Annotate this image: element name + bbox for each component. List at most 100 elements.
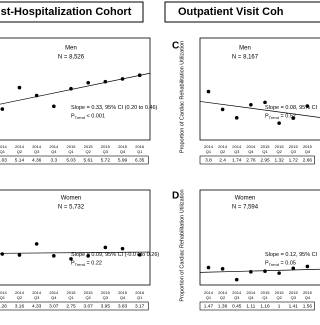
- slope-annotation: Slope = 0.33, 95% CI (0.20 to 0.46): [71, 105, 158, 111]
- point: [137, 73, 142, 78]
- x-tick-quarter: Q4: [248, 149, 254, 154]
- point: [206, 265, 211, 270]
- x-tick-quarter: Q3: [34, 295, 40, 300]
- x-tick-quarter: Q1: [68, 295, 74, 300]
- p-sub: Trend: [75, 262, 85, 267]
- point: [0, 252, 5, 256]
- p-rest: = 0.22: [85, 261, 102, 267]
- p-main: P: [265, 261, 269, 267]
- point: [120, 246, 125, 251]
- point: [137, 253, 142, 257]
- point: [34, 242, 39, 246]
- x-tick-year: 2015: [67, 144, 77, 149]
- table-value: 3.95: [101, 303, 111, 309]
- p-sub: Trend: [269, 115, 279, 120]
- table-value: 5.03: [66, 157, 76, 163]
- table-value: 2.4: [219, 157, 226, 163]
- trend-line: [199, 268, 320, 273]
- plot-area: [0, 189, 151, 286]
- p-rest: = 0.52: [279, 114, 296, 120]
- panel-title: Men: [65, 46, 77, 52]
- table-value: 3.16: [15, 303, 25, 309]
- x-tick-year: 2016: [135, 144, 145, 149]
- x-tick-quarter: Q4: [120, 295, 126, 300]
- x-tick-quarter: Q2: [276, 295, 282, 300]
- p-trend: PTrend = 0.22: [71, 261, 102, 267]
- table-value: 1.74: [232, 157, 242, 163]
- table-value: 4.36: [32, 157, 42, 163]
- p-sub: Trend: [75, 115, 85, 120]
- x-tick-quarter: Q2: [86, 295, 92, 300]
- p-trend: PTrend < 0.001: [71, 114, 105, 120]
- x-tick-quarter: Q1: [262, 149, 268, 154]
- x-tick-quarter: Q1: [262, 295, 268, 300]
- p-main: P: [71, 261, 75, 267]
- point: [305, 264, 310, 269]
- table-value: 6.35: [135, 157, 145, 163]
- table-value: 2.75: [66, 303, 76, 309]
- x-tick-quarter: Q3: [291, 295, 297, 300]
- x-tick-year: 2014: [49, 290, 59, 295]
- point: [103, 245, 108, 250]
- point: [17, 253, 22, 257]
- x-tick-quarter: Q3: [103, 149, 109, 154]
- plot-area: [199, 189, 320, 286]
- x-tick-year: 2014: [232, 290, 242, 295]
- table-value: 3.3: [50, 157, 57, 163]
- y-axis-label: Proportion of Cardiac Rehabilitation Uti…: [179, 189, 185, 301]
- table-value: 1.32: [274, 157, 284, 163]
- x-tick-quarter: Q1: [0, 295, 6, 300]
- point: [220, 107, 225, 112]
- x-tick-quarter: Q1: [68, 149, 74, 154]
- p-rest: = 0.05: [279, 261, 296, 267]
- x-tick-quarter: Q4: [120, 149, 126, 154]
- x-tick-quarter: Q4: [305, 295, 311, 300]
- p-trend: PTrend = 0.05: [265, 261, 296, 267]
- panel-label: C: [172, 41, 179, 52]
- table-value: 4.33: [32, 303, 42, 309]
- point: [52, 254, 56, 258]
- x-tick-quarter: Q2: [86, 149, 92, 154]
- p-main: P: [265, 114, 269, 120]
- panel-subtitle: N = 7,594: [232, 205, 259, 211]
- p-rest: < 0.001: [85, 114, 105, 120]
- table-value: 1.47: [204, 303, 214, 309]
- table-value: 3.8: [205, 157, 212, 163]
- x-tick-year: 2015: [275, 290, 285, 295]
- point: [34, 93, 39, 98]
- x-tick-year: 2014: [204, 290, 214, 295]
- table-value: 0.45: [232, 303, 242, 309]
- x-tick-year: 2015: [289, 290, 299, 295]
- x-tick-year: 2015: [84, 144, 94, 149]
- x-tick-year: 2014: [218, 144, 228, 149]
- value-table: [199, 155, 315, 165]
- point: [86, 254, 90, 258]
- point: [86, 80, 90, 85]
- x-tick-year: 2014: [0, 290, 8, 295]
- value-table: [199, 301, 315, 311]
- p-main: P: [71, 114, 75, 120]
- point: [69, 257, 73, 261]
- slope-annotation: Slope = 0.12, 95% CI: [265, 252, 318, 258]
- table-value: 5.72: [101, 157, 111, 163]
- x-tick-quarter: Q2: [17, 149, 23, 154]
- table-value: 1.11: [246, 303, 255, 309]
- point: [263, 269, 267, 274]
- x-tick-year: 2015: [289, 144, 299, 149]
- point: [220, 267, 225, 271]
- p-trend: PTrend = 0.52: [265, 114, 296, 120]
- plot-area: [199, 37, 320, 141]
- y-axis-label: Proportion of Cardiac Rehabilitation Uti…: [179, 41, 185, 153]
- x-tick-year: 2015: [261, 290, 271, 295]
- x-tick-quarter: Q3: [291, 149, 297, 154]
- point: [277, 271, 281, 275]
- x-tick-year: 2016: [135, 290, 145, 295]
- point: [249, 103, 253, 107]
- x-tick-quarter: Q2: [17, 295, 23, 300]
- table-value: 1: [278, 303, 281, 309]
- table-value: 1.72: [289, 157, 299, 163]
- x-tick-year: 2015: [303, 144, 313, 149]
- x-tick-year: 2014: [32, 144, 42, 149]
- header-box: [164, 1, 320, 23]
- header-box: [0, 1, 144, 23]
